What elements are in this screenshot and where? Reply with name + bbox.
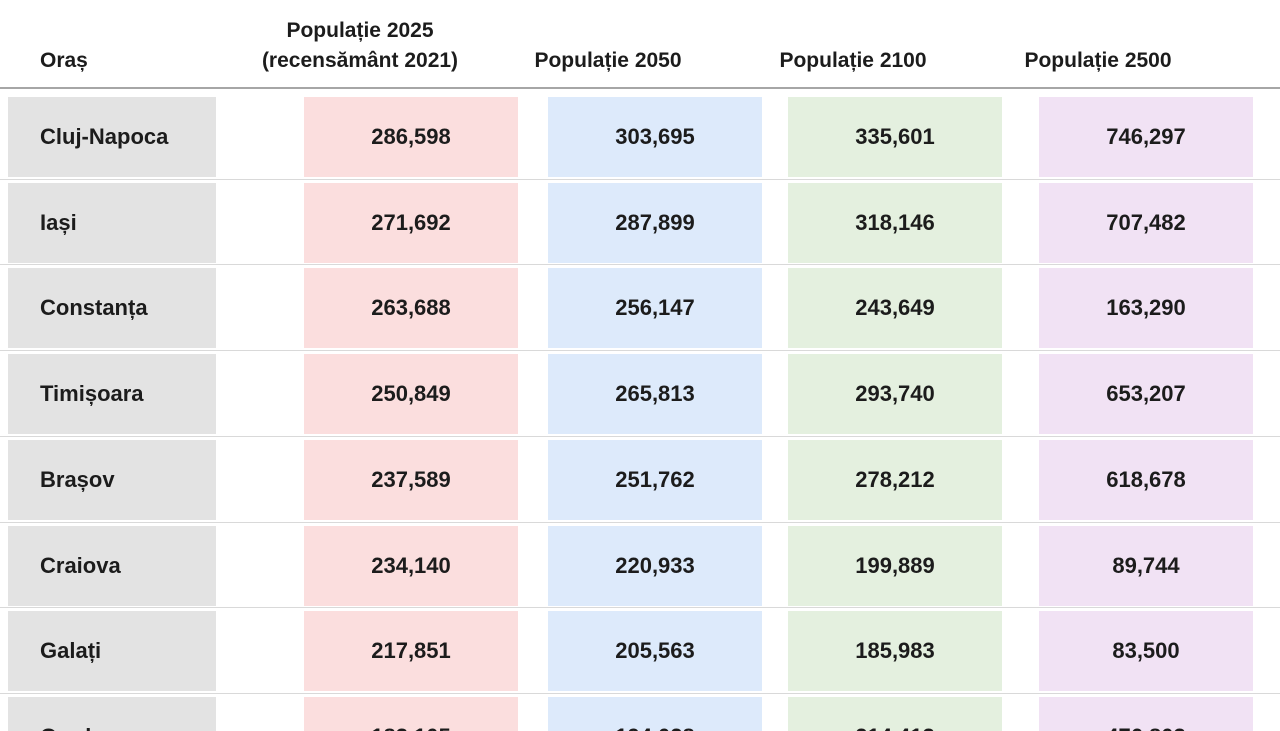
- column-header-pop2025-line1: Populație 2025: [286, 19, 434, 42]
- pop2100-cell: 185,983: [788, 611, 1002, 691]
- column-header-pop2025: Populație 2025 (recensământ 2021): [210, 0, 510, 88]
- city-cell: Craiova: [8, 526, 216, 606]
- pop2025-cell: 286,598: [304, 97, 518, 177]
- city-cell: Cluj-Napoca: [8, 97, 216, 177]
- column-header-pop2050-label: Populație 2050: [534, 49, 682, 72]
- pop2050-cell: 220,933: [548, 526, 762, 606]
- pop2500-cell: 89,744: [1039, 526, 1253, 606]
- pop2500-cell: 163,290: [1039, 268, 1253, 348]
- pop2100-cell: 278,212: [788, 440, 1002, 520]
- pop2050-cell: 251,762: [548, 440, 762, 520]
- city-cell: Timișoara: [8, 354, 216, 434]
- city-cell: Oradea: [8, 697, 216, 731]
- row-divider: [0, 436, 1280, 437]
- pop2025-cell: 271,692: [304, 183, 518, 263]
- pop2500-cell: 707,482: [1039, 183, 1253, 263]
- pop2025-cell: 237,589: [304, 440, 518, 520]
- row-divider: [0, 264, 1280, 265]
- pop2500-cell: 618,678: [1039, 440, 1253, 520]
- column-header-city: Oraș: [40, 0, 260, 88]
- pop2100-cell: 318,146: [788, 183, 1002, 263]
- pop2100-cell: 335,601: [788, 97, 1002, 177]
- pop2500-cell: 476,803: [1039, 697, 1253, 731]
- row-divider: [0, 179, 1280, 180]
- city-cell: Galați: [8, 611, 216, 691]
- column-header-pop2500: Populație 2500: [948, 0, 1248, 88]
- pop2500-cell: 83,500: [1039, 611, 1253, 691]
- pop2025-cell: 250,849: [304, 354, 518, 434]
- pop2025-cell: 234,140: [304, 526, 518, 606]
- column-header-pop2500-label: Populație 2500: [1024, 49, 1172, 72]
- pop2100-cell: 293,740: [788, 354, 1002, 434]
- header-divider: [0, 87, 1280, 89]
- city-cell: Constanța: [8, 268, 216, 348]
- city-cell: Iași: [8, 183, 216, 263]
- pop2050-cell: 194,028: [548, 697, 762, 731]
- column-header-pop2100: Populație 2100: [703, 0, 1003, 88]
- pop2025-cell: 183,105: [304, 697, 518, 731]
- pop2100-cell: 243,649: [788, 268, 1002, 348]
- pop2500-cell: 653,207: [1039, 354, 1253, 434]
- pop2050-cell: 265,813: [548, 354, 762, 434]
- city-cell: Brașov: [8, 440, 216, 520]
- column-header-pop2025-line2: (recensământ 2021): [261, 49, 459, 72]
- pop2050-cell: 303,695: [548, 97, 762, 177]
- pop2100-cell: 214,413: [788, 697, 1002, 731]
- pop2050-cell: 287,899: [548, 183, 762, 263]
- column-header-pop2050: Populație 2050: [458, 0, 758, 88]
- pop2025-cell: 263,688: [304, 268, 518, 348]
- pop2100-cell: 199,889: [788, 526, 1002, 606]
- row-divider: [0, 522, 1280, 523]
- column-header-pop2100-label: Populație 2100: [779, 49, 927, 72]
- pop2500-cell: 746,297: [1039, 97, 1253, 177]
- column-header-city-label: Oraș: [40, 49, 88, 72]
- pop2025-cell: 217,851: [304, 611, 518, 691]
- row-divider: [0, 693, 1280, 694]
- row-divider: [0, 350, 1280, 351]
- pop2050-cell: 256,147: [548, 268, 762, 348]
- row-divider: [0, 607, 1280, 608]
- pop2050-cell: 205,563: [548, 611, 762, 691]
